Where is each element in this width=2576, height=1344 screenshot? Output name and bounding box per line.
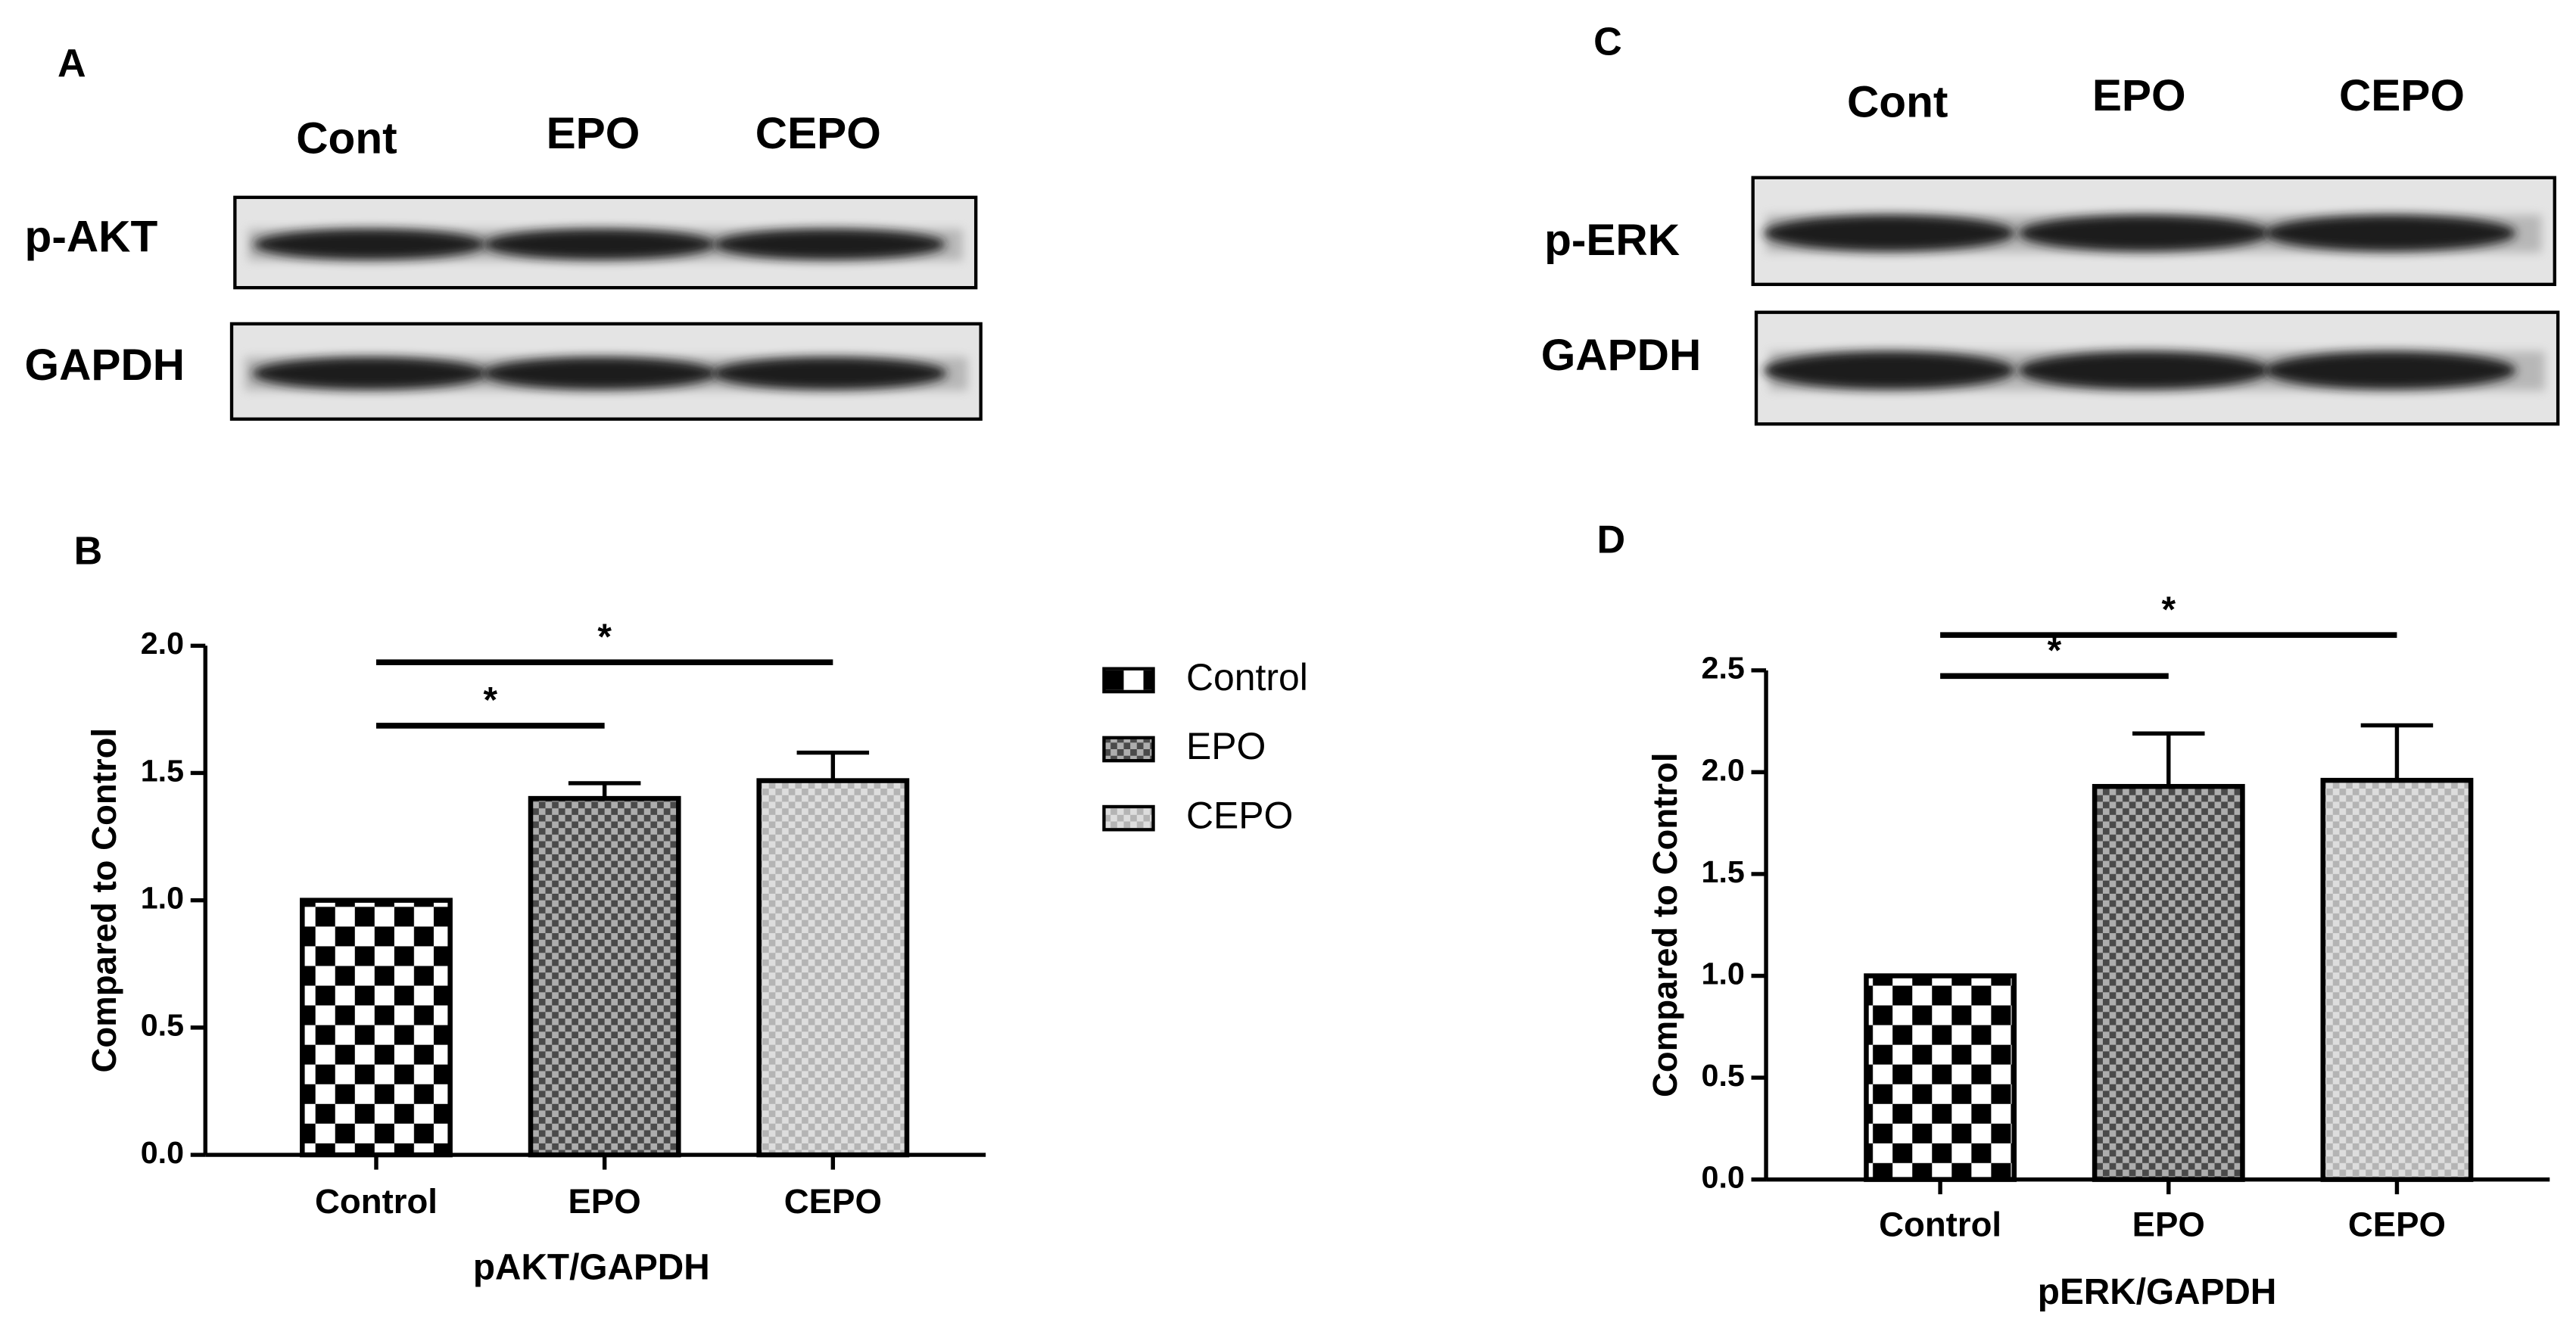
row-label: GAPDH <box>25 341 185 390</box>
y-tick-label: 1.5 <box>1702 854 1745 889</box>
legend-swatch <box>1102 736 1155 763</box>
error-bar <box>2132 731 2205 787</box>
y-tick-label: 0.0 <box>1702 1160 1745 1195</box>
significance-marker: * <box>597 617 612 657</box>
lane-label: Cont <box>1847 78 1948 127</box>
blot-band <box>1763 215 2015 252</box>
blot-band <box>2264 351 2516 390</box>
bar <box>1864 973 2017 1182</box>
x-tick-label: EPO <box>568 1182 641 1221</box>
row-label: p-AKT <box>25 213 158 262</box>
y-tick-label: 2.0 <box>141 626 184 661</box>
legend-swatch <box>1102 667 1155 694</box>
bar <box>300 898 453 1158</box>
legend-label: CEPO <box>1186 794 1293 836</box>
y-tick-label: 1.0 <box>141 881 184 916</box>
x-tick-label: Control <box>1879 1206 2001 1244</box>
lane-label: CEPO <box>2339 71 2465 120</box>
error-bar <box>796 750 870 781</box>
blot-band <box>253 229 486 260</box>
blot-band <box>2018 351 2270 390</box>
bar <box>528 795 681 1158</box>
bar <box>2092 783 2245 1182</box>
x-tick-label: CEPO <box>2348 1206 2446 1244</box>
row-label: p-ERK <box>1544 216 1680 265</box>
lane-label: CEPO <box>755 109 881 158</box>
y-tick-label: 2.5 <box>1702 651 1745 686</box>
panel-label: C <box>1593 20 1622 64</box>
x-tick-label: CEPO <box>784 1182 882 1221</box>
blot-band <box>483 229 716 260</box>
lane-label: Cont <box>296 114 397 163</box>
error-bar <box>2360 723 2434 781</box>
y-axis-label: Compared to Control <box>1646 752 1684 1097</box>
y-tick-label: 0.5 <box>141 1008 184 1043</box>
legend-label: EPO <box>1186 725 1266 767</box>
y-axis-label: Compared to Control <box>85 728 123 1073</box>
blot-band <box>2264 215 2516 252</box>
panel-label: B <box>74 529 103 573</box>
legend-label: Control <box>1186 656 1308 698</box>
blot-band <box>252 356 487 390</box>
legend-swatch <box>1102 804 1155 832</box>
blot-band <box>712 356 948 390</box>
y-tick-label: 2.0 <box>1702 752 1745 787</box>
y-tick-label: 1.5 <box>141 753 184 788</box>
y-tick-label: 0.5 <box>1702 1058 1745 1093</box>
x-tick-label: EPO <box>2132 1206 2205 1244</box>
lane-label: EPO <box>547 109 640 158</box>
panel-label: D <box>1597 518 1626 562</box>
bar <box>756 778 910 1158</box>
error-bar <box>568 781 641 799</box>
significance-marker: * <box>484 680 498 720</box>
significance-marker: * <box>2048 631 2062 671</box>
x-axis-label: pERK/GAPDH <box>2038 1272 2277 1312</box>
x-axis-label: pAKT/GAPDH <box>473 1248 710 1288</box>
blot-band <box>2018 215 2270 252</box>
blot-band <box>482 356 718 390</box>
panel-label: A <box>58 42 86 86</box>
significance-marker: * <box>2161 590 2176 630</box>
y-tick-label: 1.0 <box>1702 956 1745 991</box>
row-label: GAPDH <box>1541 331 1702 380</box>
blot-band <box>1763 351 2015 390</box>
blot-band <box>713 229 946 260</box>
y-tick-label: 0.0 <box>141 1135 184 1170</box>
x-tick-label: Control <box>315 1182 438 1221</box>
lane-label: EPO <box>2092 71 2186 120</box>
bar <box>2320 777 2474 1182</box>
